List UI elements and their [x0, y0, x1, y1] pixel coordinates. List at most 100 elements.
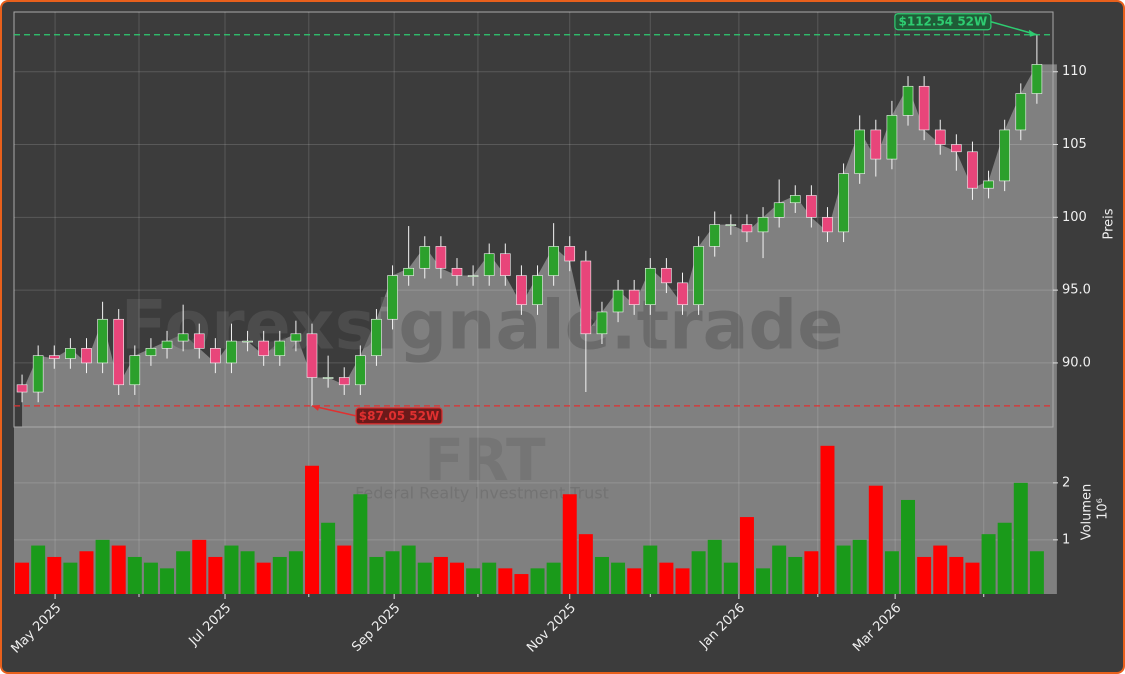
- volume-bar: [401, 545, 416, 594]
- watermark-symbol: FRT: [424, 426, 546, 494]
- volume-bar: [143, 562, 158, 594]
- volume-bar: [852, 539, 867, 594]
- annotation-box: [894, 13, 992, 31]
- candle-body: [580, 260, 592, 335]
- volume-bar: [627, 568, 642, 594]
- candle-body: [967, 151, 978, 189]
- candle-body: [322, 377, 334, 379]
- x-tick-label: Nov 2025: [524, 601, 579, 656]
- candle-body: [709, 224, 721, 247]
- volume-bar: [95, 539, 110, 594]
- volume-bar: [321, 522, 336, 594]
- volume-bar: [192, 539, 207, 594]
- candle-body: [500, 253, 511, 276]
- candle-body: [274, 340, 286, 356]
- volume-bar: [739, 517, 754, 594]
- volume-bar: [820, 445, 835, 594]
- volume-bar: [449, 562, 464, 594]
- candle-body: [258, 340, 269, 356]
- volume-bar: [466, 568, 481, 594]
- volume-bar: [659, 562, 674, 594]
- candle-body: [483, 253, 495, 276]
- candle-body: [516, 275, 527, 305]
- candle-body: [419, 246, 431, 269]
- annotation-arrowhead: [312, 404, 321, 411]
- volume-bar: [901, 499, 916, 594]
- x-tick-label: Jul 2025: [186, 601, 235, 650]
- volume-bar: [63, 562, 78, 594]
- volume-bar: [772, 545, 787, 594]
- candle-body: [532, 275, 543, 305]
- volume-bar: [385, 551, 400, 594]
- candle-body: [226, 340, 237, 364]
- price-axis-label: Preis: [1102, 208, 1117, 239]
- candle-body: [628, 289, 640, 305]
- x-tick-label: Mar 2026: [850, 601, 904, 655]
- volume-bar: [981, 534, 996, 594]
- candle-body: [403, 267, 414, 276]
- volume-bar: [691, 551, 706, 594]
- annotation-label: $112.54 52W: [899, 15, 988, 29]
- candle-body: [548, 246, 559, 276]
- volume-bar: [417, 562, 432, 594]
- volume-bar: [546, 562, 561, 594]
- candle-body: [355, 355, 366, 386]
- volume-bar: [127, 556, 142, 594]
- volume-bar: [868, 485, 883, 594]
- volume-bar: [337, 545, 352, 594]
- volume-bar: [949, 556, 964, 594]
- volume-bar: [997, 522, 1012, 594]
- volume-bar: [578, 534, 593, 594]
- watermark-company: Federal Realty Investment Trust: [355, 484, 609, 503]
- volume-bar: [1013, 482, 1028, 594]
- volume-bar: [240, 551, 255, 594]
- x-tick-label: Jan 2026: [696, 601, 748, 653]
- candle-body: [161, 340, 173, 349]
- y-tick-label: 100: [1062, 210, 1087, 225]
- candle-body: [644, 267, 656, 305]
- candle-body: [242, 340, 253, 343]
- annotation-arrow: [990, 20, 1038, 36]
- volume-bar: [611, 562, 626, 594]
- candle-body: [741, 224, 753, 233]
- volume-bar: [353, 494, 368, 594]
- annotation-arrow: [311, 405, 357, 417]
- candle-body: [290, 333, 302, 342]
- candle-body: [48, 355, 60, 359]
- volume-bar: [160, 568, 175, 594]
- volume-bar: [224, 545, 239, 594]
- candle-body: [371, 318, 382, 356]
- volume-bar: [884, 551, 899, 594]
- candle-body: [677, 282, 688, 305]
- price-area: [22, 64, 1057, 427]
- volume-bar: [965, 562, 980, 594]
- annotation-arrowhead: [1028, 29, 1037, 37]
- volume-bar: [756, 568, 771, 594]
- candle-body: [918, 85, 930, 131]
- candle-body: [693, 246, 704, 305]
- candle-body: [387, 275, 398, 320]
- candle-body: [725, 224, 737, 226]
- volume-bar: [31, 545, 46, 594]
- volume-bar: [530, 568, 545, 594]
- candle-body: [757, 217, 769, 233]
- annotation-label: $87.05 52W: [359, 409, 439, 423]
- candle-body: [1031, 64, 1043, 94]
- x-tick-label: Sep 2025: [349, 601, 403, 655]
- candle-body: [661, 267, 672, 284]
- candle-body: [886, 115, 898, 160]
- x-tick-label: May 2025: [8, 601, 64, 657]
- volume-bar: [1029, 551, 1044, 594]
- y-tick-label: 2: [1062, 475, 1070, 490]
- candle-body: [435, 246, 447, 269]
- candle-body: [16, 384, 28, 393]
- volume-bar: [675, 568, 690, 594]
- candle-body: [999, 129, 1010, 182]
- candle-body: [81, 348, 92, 364]
- candle-body: [596, 311, 608, 335]
- volume-bar: [79, 551, 94, 594]
- volume-bar: [723, 562, 738, 594]
- annotation-box: [355, 407, 443, 425]
